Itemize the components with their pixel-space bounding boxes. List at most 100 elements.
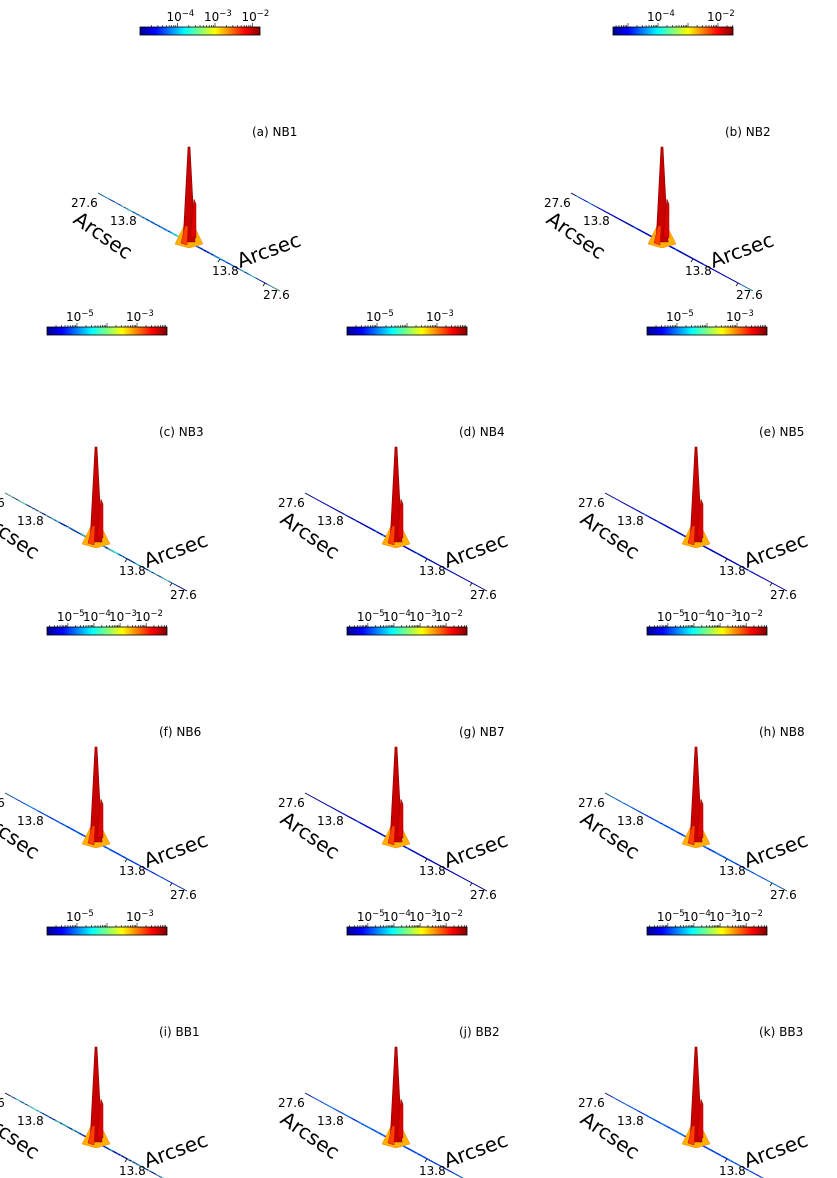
colorbar-tick-label: 10−2 xyxy=(707,9,735,24)
colorbar-tick-label: 10−3 xyxy=(126,309,154,324)
colorbar-tick-label: 10−3 xyxy=(109,609,137,624)
surface-cell xyxy=(773,583,788,592)
x-tick-label: 27.6 xyxy=(736,288,763,302)
psf-peak xyxy=(81,446,111,549)
y-tick-label: 13.8 xyxy=(17,1114,44,1128)
surface-plot: 13.8 27.6 27.6 13.8 xyxy=(0,746,197,902)
psf-peak xyxy=(681,1046,711,1149)
surface-panel: 10−510−410−310−213.827.627.613.8(j) BB2A… xyxy=(276,909,511,1178)
panel-label: (f) NB6 xyxy=(159,725,201,739)
x-tick-label: 13.8 xyxy=(719,864,746,878)
x-axis-label: Arcsec xyxy=(234,228,304,273)
colorbar-tick-label: 10−3 xyxy=(726,309,754,324)
y-tick-label: 13.8 xyxy=(583,214,610,228)
x-tick-label: 13.8 xyxy=(419,1164,446,1178)
x-axis-label: Arcsec xyxy=(441,1128,511,1173)
colorbar-tick-label: 10−2 xyxy=(435,609,463,624)
colorbar-tick-label: 10−5 xyxy=(366,309,394,324)
psf-peak xyxy=(381,746,411,849)
surface-cell xyxy=(173,583,188,592)
colorbar-tick-label: 10−5 xyxy=(66,909,94,924)
psf-peak xyxy=(381,446,411,549)
colorbar-tick-label: 10−5 xyxy=(666,309,694,324)
surface-panel: 10−510−313.827.627.613.8(c) NB3ArcsecArc… xyxy=(0,309,211,602)
y-tick-label: 27.6 xyxy=(0,796,5,810)
surface-plot: 13.8 27.6 27.6 13.8 xyxy=(578,446,797,602)
x-tick-label: 27.6 xyxy=(170,888,197,902)
x-axis-label: Arcsec xyxy=(441,528,511,573)
y-tick-label: 27.6 xyxy=(578,496,605,510)
y-tick-label: 13.8 xyxy=(17,514,44,528)
panel-label: (g) NB7 xyxy=(459,725,505,739)
panel-label: (a) NB1 xyxy=(252,125,297,139)
colorbar-tick-label: 10−5 xyxy=(657,609,685,624)
panel-label: (e) NB5 xyxy=(759,425,804,439)
x-tick-label: 27.6 xyxy=(170,588,197,602)
colorbar-tick-label: 10−5 xyxy=(357,909,385,924)
colorbar-tick-label: 10−4 xyxy=(683,909,711,924)
x-axis-label: Arcsec xyxy=(707,228,777,273)
colorbar-tick-label: 10−5 xyxy=(357,609,385,624)
colorbar xyxy=(346,926,468,936)
panel-label: (i) BB1 xyxy=(159,1025,200,1039)
x-axis-label: Arcsec xyxy=(141,1128,211,1173)
colorbar-tick-label: 10−4 xyxy=(167,9,195,24)
colorbar-tick-label: 10−5 xyxy=(57,609,85,624)
colorbar xyxy=(646,326,768,336)
colorbar-tick-label: 10−3 xyxy=(409,609,437,624)
x-tick-label: 13.8 xyxy=(212,264,239,278)
colorbar-tick-label: 10−3 xyxy=(426,309,454,324)
surface-plot: 13.8 27.6 27.6 13.8 xyxy=(0,446,197,602)
y-tick-label: 27.6 xyxy=(0,1096,5,1110)
surface-panel: 10−510−410−310−2 13.8 27.6 27.6 13.8 (f) NB6 A… xyxy=(0,609,211,902)
x-tick-label: 27.6 xyxy=(470,588,497,602)
colorbar xyxy=(346,626,468,636)
surface-panel: 10−4 10−213.827.627.613.8(b) NB2ArcsecArc… xyxy=(542,9,777,302)
x-tick-label: 27.6 xyxy=(470,888,497,902)
surface-cell xyxy=(266,283,281,292)
surface-panel: 10−510−410−310−213.827.627.613.8(k) BB3A… xyxy=(576,909,811,1178)
colorbar xyxy=(612,26,734,36)
colorbar xyxy=(646,926,768,936)
colorbar-tick-label: 10−3 xyxy=(709,909,737,924)
colorbar-tick-label: 10−4 xyxy=(383,909,411,924)
surface-plot: 13.8 27.6 27.6 13.8 xyxy=(71,146,290,302)
psf-peak xyxy=(381,1046,411,1149)
colorbar xyxy=(46,926,168,936)
x-tick-label: 13.8 xyxy=(719,1164,746,1178)
colorbar-tick-label: 10−3 xyxy=(709,609,737,624)
colorbar-tick-label: 10−4 xyxy=(647,9,675,24)
psf-peak xyxy=(681,746,711,849)
panel-label: (j) BB2 xyxy=(459,1025,500,1039)
colorbar xyxy=(646,626,768,636)
y-tick-label: 13.8 xyxy=(317,514,344,528)
surface-panel: 10−510−410−310−213.827.627.613.8(g) NB7A… xyxy=(276,609,511,902)
y-tick-label: 13.8 xyxy=(617,1114,644,1128)
surface-panel: 10−4 10−3 10−2 13.8 27.6 27.6 13.8 (a) NB1 Arcse… xyxy=(69,9,304,302)
y-tick-label: 13.8 xyxy=(110,214,137,228)
surface-panel: 10−5 10−313.827.627.613.8(d) NB4ArcsecArc… xyxy=(276,309,511,602)
colorbar xyxy=(346,326,468,336)
x-axis-label: Arcsec xyxy=(741,1128,811,1173)
surface-cell xyxy=(151,1171,163,1178)
psf-peak xyxy=(81,746,111,849)
surface-cell xyxy=(739,283,754,292)
x-tick-label: 27.6 xyxy=(770,888,797,902)
y-tick-label: 27.6 xyxy=(278,496,305,510)
colorbar xyxy=(46,326,168,336)
surface-plot: 13.8 27.6 27.6 13.8 xyxy=(544,146,763,302)
surface-panel: 10−5 10−313.827.627.613.8(e) NB5ArcsecArc… xyxy=(576,309,811,602)
x-tick-label: 13.8 xyxy=(685,264,712,278)
y-tick-label: 27.6 xyxy=(0,496,5,510)
x-axis-label: Arcsec xyxy=(441,828,511,873)
panel-label: (h) NB8 xyxy=(759,725,805,739)
x-axis-label: Arcsec xyxy=(741,528,811,573)
y-tick-label: 13.8 xyxy=(617,514,644,528)
surface-plot: 13.8 27.6 27.6 13.8 xyxy=(278,446,497,602)
colorbar-tick-label: 10−5 xyxy=(657,909,685,924)
colorbar-tick-label: 10−2 xyxy=(135,609,163,624)
y-tick-label: 13.8 xyxy=(317,814,344,828)
surface-cell xyxy=(451,1171,463,1178)
colorbar-tick-label: 10−3 xyxy=(204,9,232,24)
psf-peak xyxy=(681,446,711,549)
